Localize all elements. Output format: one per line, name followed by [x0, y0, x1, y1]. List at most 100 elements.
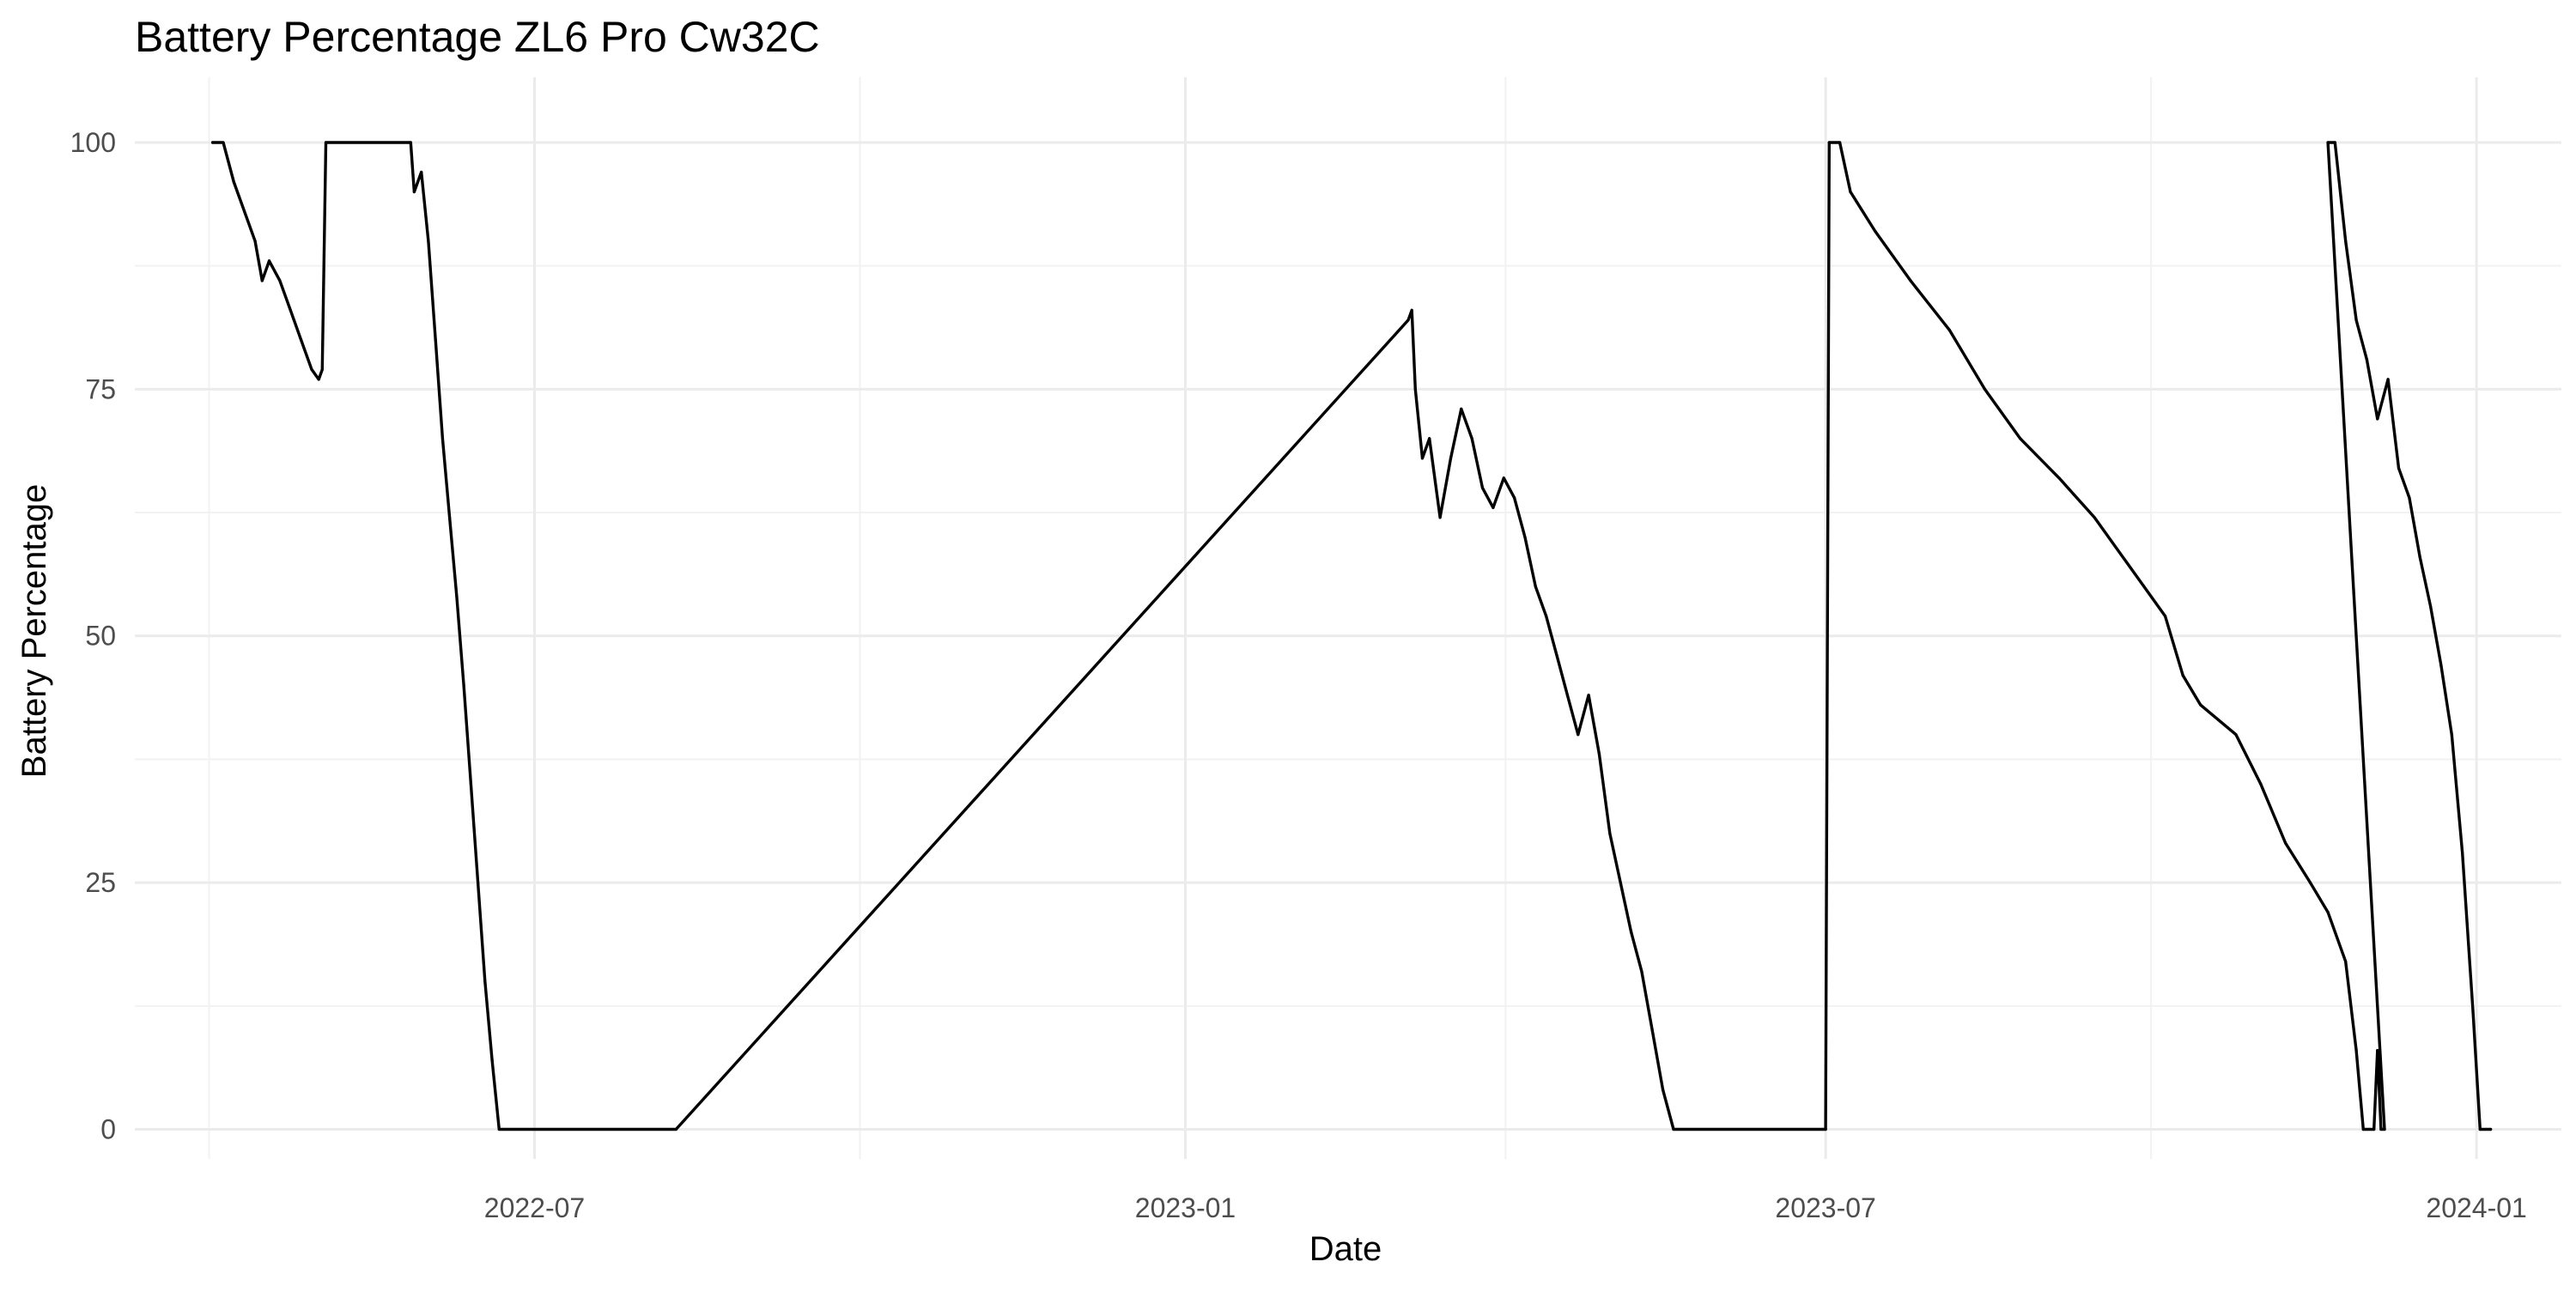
data-point: [1983, 387, 1987, 391]
x-tick-label: 2023-01: [1135, 1192, 1236, 1223]
data-point: [2259, 782, 2263, 786]
data-point: [477, 881, 480, 884]
data-point: [2376, 1049, 2379, 1052]
data-point: [462, 683, 465, 687]
data-point: [2361, 1127, 2365, 1131]
data-point: [1406, 318, 1410, 322]
tick-layer: 0 25 50 75 100 2022-07 2023-01 2023-07 2024-01: [70, 127, 2527, 1223]
x-tick-label: 2024-01: [2426, 1192, 2526, 1223]
data-point: [2372, 1127, 2376, 1131]
data-point: [1428, 437, 1431, 440]
data-point: [469, 782, 473, 786]
data-point: [211, 141, 215, 144]
data-point: [2450, 733, 2453, 737]
data-point: [2365, 358, 2368, 361]
data-point: [1619, 881, 1622, 884]
data-point: [2354, 1049, 2358, 1052]
data-point: [455, 595, 459, 598]
y-tick-label: 50: [85, 621, 116, 652]
y-tick-label: 0: [100, 1114, 116, 1145]
data-point: [1650, 1029, 1654, 1033]
data-point: [2354, 318, 2358, 322]
data-point: [434, 338, 437, 342]
data-point: [1608, 832, 1612, 835]
data-point: [2181, 674, 2184, 677]
data-point: [310, 367, 313, 371]
data-point: [1565, 694, 1569, 697]
data-point: [420, 170, 423, 174]
data-point: [1587, 694, 1590, 697]
data-point: [2408, 496, 2411, 500]
data-point: [1827, 141, 1831, 144]
data-point: [2397, 466, 2401, 470]
data-point: [260, 279, 264, 282]
data-point: [278, 279, 282, 282]
data-point: [2429, 604, 2433, 608]
data-point: [1672, 1127, 1675, 1131]
data-point: [2128, 565, 2131, 568]
data-point: [2164, 615, 2167, 618]
data-point: [289, 308, 292, 312]
data-point: [1413, 387, 1417, 391]
data-point: [2383, 1127, 2386, 1131]
data-point: [1640, 970, 1643, 974]
data-point: [1460, 407, 1463, 410]
data-point: [1438, 516, 1442, 519]
data-point: [2093, 516, 2096, 519]
data-point: [497, 1127, 501, 1131]
data-point: [1492, 506, 1495, 509]
data-point: [2461, 852, 2464, 855]
series-layer: [210, 141, 2493, 1131]
data-point: [674, 1127, 677, 1131]
data-point: [2284, 841, 2287, 845]
y-tick-label: 25: [85, 867, 116, 898]
data-point: [1502, 476, 1505, 480]
data-point: [483, 980, 487, 983]
data-point: [1545, 615, 1548, 618]
data-point: [317, 378, 320, 381]
data-point: [427, 240, 430, 243]
x-tick-label: 2023-07: [1775, 1192, 1875, 1223]
y-tick-label: 75: [85, 373, 116, 404]
data-point: [2308, 881, 2312, 884]
data-point: [1410, 308, 1413, 312]
data-point: [267, 259, 271, 263]
data-point: [1824, 1127, 1827, 1131]
data-point: [253, 240, 257, 243]
data-point: [1420, 457, 1425, 460]
data-point: [1597, 753, 1601, 756]
data-point: [1947, 328, 1951, 331]
data-point: [2376, 417, 2379, 421]
data-point: [409, 141, 412, 144]
data-point: [1534, 585, 1537, 588]
data-point: [1523, 536, 1527, 539]
data-point: [2344, 960, 2348, 963]
data-point: [440, 437, 445, 440]
data-point: [222, 141, 225, 144]
y-tick-label: 100: [70, 127, 116, 158]
data-point: [412, 190, 416, 194]
data-point: [2019, 437, 2022, 440]
data-point: [490, 1058, 494, 1062]
data-point: [1838, 141, 1842, 144]
x-tick-label: 2022-07: [484, 1192, 585, 1223]
data-point: [2478, 1127, 2482, 1131]
data-point: [2344, 240, 2348, 243]
chart-title: Battery Percentage ZL6 Pro Cw32C: [135, 13, 820, 61]
data-point: [1662, 1088, 1665, 1092]
data-point: [324, 141, 328, 144]
data-point: [2234, 733, 2238, 737]
data-point: [1449, 457, 1453, 460]
data-point: [2379, 1127, 2383, 1131]
data-point: [2418, 555, 2421, 559]
data-point: [2057, 476, 2061, 480]
data-point: [1630, 931, 1633, 934]
data-point: [1555, 654, 1558, 658]
grid-layer: [135, 77, 2561, 1159]
y-axis-title: Battery Percentage: [15, 484, 53, 778]
data-point: [2439, 664, 2443, 667]
data-point: [1849, 190, 1852, 194]
data-point: [1577, 733, 1580, 737]
